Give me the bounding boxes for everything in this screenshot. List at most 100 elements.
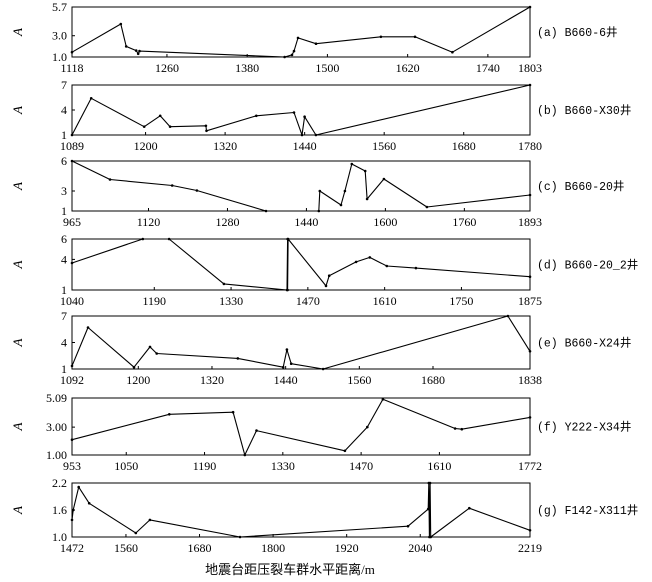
data-point — [317, 209, 321, 213]
y-axis-label: A — [10, 182, 25, 191]
panel-d: 1040 1190 1330 1470 1610 1750 1875 1 4 6 A (d) B660… — [10, 232, 638, 308]
x-tick-label: 1500 — [315, 61, 339, 75]
data-point — [89, 97, 93, 100]
data-point — [77, 485, 80, 489]
y-tick-label: 6 — [61, 154, 67, 168]
data-point — [290, 53, 294, 57]
data-point — [289, 362, 293, 366]
data-point — [141, 237, 145, 241]
data-point — [406, 524, 410, 528]
data-point — [70, 364, 74, 368]
x-tick-label: 1772 — [518, 459, 542, 473]
data-point — [70, 159, 74, 163]
data-point — [236, 357, 240, 360]
data-point — [300, 133, 304, 137]
data-point — [314, 133, 318, 137]
y-tick-label: 1.0 — [52, 530, 67, 544]
data-point — [506, 314, 510, 318]
data-point — [428, 481, 432, 485]
panel-label: (c) B660-20井 — [537, 179, 624, 194]
x-tick-label: 1780 — [518, 139, 542, 153]
x-tick-label: 1560 — [114, 541, 138, 555]
data-point — [70, 261, 74, 265]
y-tick-label: 1.0 — [52, 50, 67, 64]
data-point — [155, 352, 158, 355]
y-tick-label: 6 — [61, 232, 67, 246]
x-tick-label: 1200 — [134, 139, 158, 153]
data-point — [285, 348, 289, 351]
data-point — [138, 49, 141, 53]
x-tick-label: 1380 — [235, 61, 259, 75]
data-point — [413, 35, 417, 39]
data-point — [254, 114, 258, 118]
plot-frame — [71, 397, 531, 456]
y-tick-label: 4 — [61, 103, 67, 117]
y-axis-label: A — [10, 28, 25, 37]
data-point — [264, 209, 268, 213]
x-axis-label: 地震台距压裂车群水平距离/m — [205, 562, 375, 577]
data-point — [238, 535, 242, 539]
x-tick-label: 1680 — [421, 373, 445, 387]
panel-label: (g) F142-X311井 — [537, 503, 638, 518]
panel-label: (f) Y222-X34井 — [537, 420, 631, 435]
data-point — [132, 365, 136, 369]
data-point — [343, 449, 347, 453]
x-tick-label: 1120 — [137, 215, 161, 229]
data-point — [425, 205, 429, 209]
x-tick-label: 1680 — [452, 139, 476, 153]
data-point — [451, 50, 454, 54]
data-point — [286, 288, 289, 292]
y-tick-label: 4 — [61, 252, 67, 266]
data-point — [168, 125, 172, 128]
y-tick-label: 1.00 — [46, 448, 67, 462]
data-point — [170, 184, 174, 187]
data-point — [205, 129, 208, 133]
data-point — [136, 52, 140, 56]
panel-stack: 1118 1260 1380 1500 1620 1740 1803 1.0 3.0 5.7 A (a… — [10, 0, 638, 555]
y-axis-label: A — [10, 260, 25, 269]
panel-label: (e) B660-X24井 — [537, 336, 631, 351]
y-tick-label: 1 — [61, 362, 67, 376]
x-tick-label: 1089 — [60, 139, 84, 153]
x-tick-label: 1920 — [335, 541, 359, 555]
y-tick-label: 4 — [61, 336, 67, 350]
data-point — [124, 45, 128, 48]
x-tick-label: 1440 — [294, 215, 318, 229]
panel-label: (a) B660-6井 — [537, 25, 618, 40]
x-tick-label: 1610 — [427, 459, 451, 473]
data-point — [167, 237, 171, 241]
x-tick-label: 1470 — [349, 459, 373, 473]
x-tick-label: 1260 — [155, 61, 179, 75]
series-line — [71, 315, 531, 370]
y-axis-label: A — [10, 106, 25, 115]
data-point — [528, 529, 532, 532]
data-point — [327, 274, 331, 278]
y-axis-label: A — [10, 422, 25, 431]
data-point — [528, 5, 532, 9]
y-tick-label: 3.00 — [46, 420, 67, 434]
x-tick-label: 1803 — [518, 61, 542, 75]
plot-frame — [71, 6, 531, 58]
x-tick-label: 1750 — [449, 294, 473, 308]
data-point — [528, 83, 532, 87]
x-tick-label: 1320 — [200, 373, 224, 387]
data-point — [354, 260, 358, 264]
y-tick-label: 1 — [61, 204, 67, 218]
x-tick-label: 1118 — [60, 61, 83, 75]
x-tick-label: 1620 — [396, 61, 420, 75]
data-point — [87, 502, 91, 505]
x-tick-label: 1800 — [261, 541, 285, 555]
data-point — [255, 429, 258, 432]
data-point — [339, 203, 343, 207]
x-tick-label: 1838 — [518, 373, 542, 387]
data-point — [528, 275, 532, 279]
x-tick-label: 1280 — [215, 215, 239, 229]
data-point — [528, 193, 532, 197]
y-tick-label: 1 — [61, 128, 67, 142]
x-tick-label: 1200 — [126, 373, 150, 387]
data-point — [528, 416, 532, 419]
data-point — [382, 177, 386, 181]
data-point — [148, 518, 152, 522]
x-tick-label: 1875 — [518, 294, 542, 308]
